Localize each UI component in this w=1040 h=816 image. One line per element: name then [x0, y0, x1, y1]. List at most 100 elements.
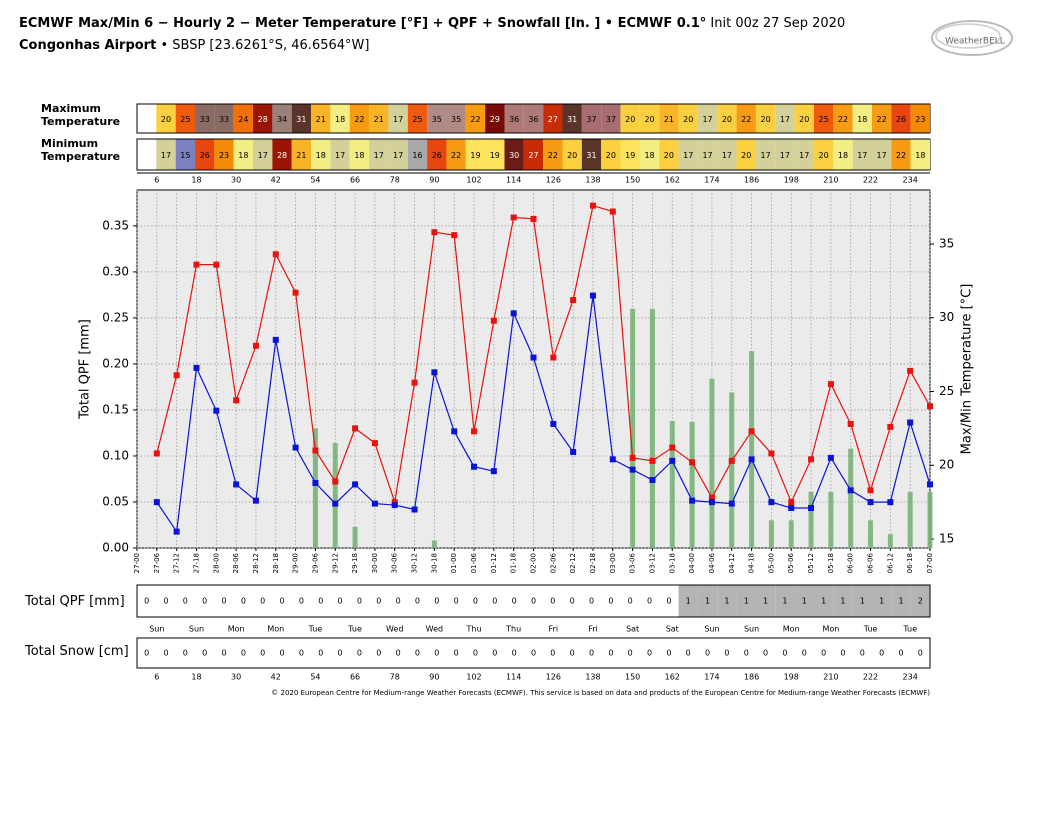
temp-marker: [193, 261, 200, 268]
hour-label: 234: [903, 673, 918, 682]
total-cell: [137, 638, 157, 668]
temp-cell: [775, 104, 795, 133]
total-cell: [601, 585, 621, 617]
temp-marker: [272, 336, 279, 343]
temp-marker: [629, 466, 636, 473]
day-label: Sat: [626, 625, 639, 634]
temp-marker: [471, 463, 478, 470]
temp-label: 36: [528, 115, 538, 124]
x-tick-label: 07-00: [926, 553, 934, 573]
temp-cell: [794, 104, 814, 133]
total-cell: [388, 638, 408, 668]
temp-cell: [349, 139, 370, 170]
day-label: Sun: [744, 625, 759, 634]
total-label: 0: [221, 597, 226, 606]
temp-label: 22: [470, 115, 480, 124]
total-cell: [639, 638, 660, 668]
temp-label: 18: [857, 115, 867, 124]
x-tick-label: 30-12: [411, 553, 419, 573]
total-label: 0: [570, 649, 575, 658]
x-tick-label: 01-00: [450, 553, 458, 573]
total-cell: [852, 638, 872, 668]
temp-cell: [427, 104, 447, 133]
temp-marker: [233, 481, 240, 488]
qpf-bar: [431, 540, 437, 548]
temp-marker: [312, 447, 319, 454]
x-tick-label: 03-06: [629, 552, 637, 573]
qpf-bar: [868, 520, 874, 548]
temp-label: 37: [606, 115, 616, 124]
total-label: 0: [686, 649, 691, 658]
total-label: 0: [241, 597, 246, 606]
temp-line: [156, 204, 931, 504]
temp-cell: [369, 139, 389, 170]
temp-cell: [620, 104, 640, 133]
x-tick-label: 05-18: [827, 553, 835, 573]
total-label: 0: [782, 649, 787, 658]
qpf-bar: [352, 526, 358, 548]
total-cell: [891, 585, 911, 617]
hour-label: 150: [625, 176, 640, 185]
total-label: 0: [396, 649, 401, 658]
total-cell: [620, 585, 640, 617]
day-label: Sun: [149, 625, 164, 634]
total-label: 1: [705, 597, 710, 606]
title-suffix: Init 00z 27 Sep 2020: [710, 16, 845, 31]
day-label: Thu: [505, 625, 521, 634]
hour-label: 126: [546, 176, 561, 185]
temp-label: 17: [161, 151, 171, 160]
total-cell: [775, 638, 795, 668]
temp-cell: [601, 139, 621, 170]
total-cell: [330, 585, 350, 617]
total-cell: [369, 638, 389, 668]
temp-marker: [609, 208, 616, 215]
total-label: 0: [338, 597, 343, 606]
total-cell: [833, 638, 853, 668]
hour-label: 42: [271, 176, 281, 185]
x-tick-label: 04-06: [708, 552, 716, 573]
hour-label: 186: [744, 176, 759, 185]
temp-cell: [678, 139, 698, 170]
temp-label: 29: [490, 115, 500, 124]
hour-label: 78: [390, 673, 400, 682]
day-label: Mon: [228, 625, 245, 634]
temp-cell: [485, 139, 505, 170]
temp-marker: [371, 440, 378, 447]
total-label: 0: [299, 597, 304, 606]
temp-label: 15: [180, 151, 190, 160]
temp-label: 18: [316, 151, 326, 160]
temp-cell: [736, 139, 756, 170]
total-cell: [504, 638, 524, 668]
total-label: 0: [628, 597, 633, 606]
y-tick-label: 0.35: [102, 218, 129, 232]
total-cell: [214, 585, 234, 617]
temp-cell: [639, 104, 660, 133]
qpf-bar: [749, 351, 755, 548]
row-label: Total QPF [mm]: [25, 594, 125, 609]
hour-label: 114: [506, 673, 521, 682]
temp-cell: [871, 139, 892, 170]
total-label: 1: [879, 597, 884, 606]
temp-label: 25: [180, 115, 190, 124]
temp-cell: [175, 104, 196, 133]
logo: WeatherBELL: [931, 20, 1013, 56]
temp-marker: [252, 497, 259, 504]
temp-marker: [530, 354, 537, 361]
total-cell: [291, 585, 312, 617]
temp-cell: [543, 104, 563, 133]
temp-cell: [581, 104, 602, 133]
total-cell: [794, 585, 814, 617]
x-tick-label: 28-18: [272, 553, 280, 573]
x-tick-label: 29-00: [292, 553, 300, 573]
total-cell: [775, 585, 795, 617]
total-label: 0: [918, 649, 923, 658]
temp-label: 22: [354, 115, 364, 124]
y2-tick-label: 20: [939, 458, 954, 472]
total-cell: [562, 585, 582, 617]
x-tick-label: 04-18: [748, 553, 756, 573]
temp-label: 27: [528, 151, 538, 160]
x-tick-label: 02-18: [589, 553, 597, 573]
day-label: Fri: [588, 625, 598, 634]
temp-label: 17: [374, 151, 384, 160]
